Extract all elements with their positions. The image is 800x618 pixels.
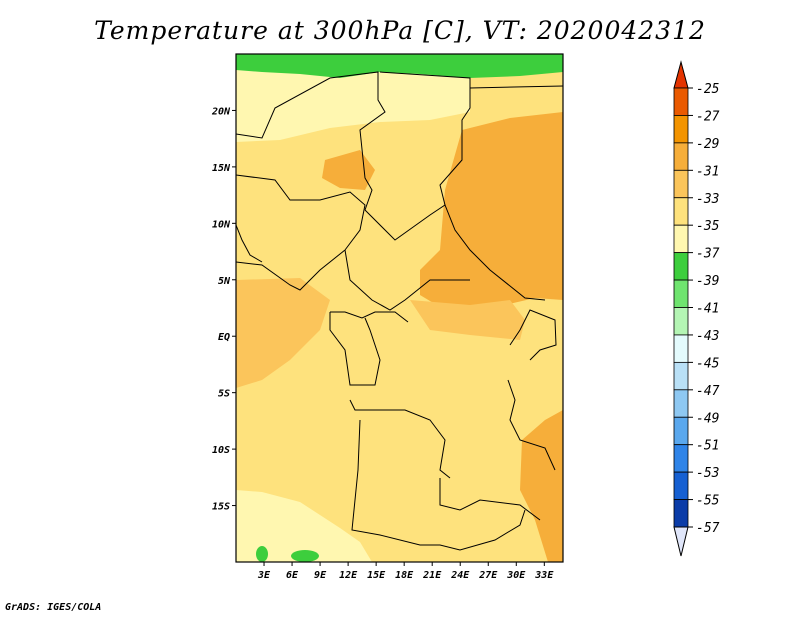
colorbar: -25 -27 -29 -31 -33 -35 -37 -39 -41 -43 -45 -47 -49 -… xyxy=(673,60,720,557)
colorbar-swatch xyxy=(673,87,689,116)
lon-tick-label: 18E xyxy=(395,570,414,581)
lon-tick-label: 27E xyxy=(478,570,498,581)
colorbar-label: -31 xyxy=(696,164,719,179)
colorbar-label: -39 xyxy=(696,274,719,289)
lon-tick-label: 9E xyxy=(314,570,327,581)
field-green-south-2 xyxy=(291,550,319,562)
colorbar-label: -35 xyxy=(696,219,720,234)
country-borders xyxy=(236,71,563,551)
colorbar-swatch xyxy=(673,361,689,391)
lon-tick-label: 12E xyxy=(339,570,358,581)
colorbar-label: -55 xyxy=(696,494,720,509)
colorbar-swatch xyxy=(673,224,689,254)
colorbar-label: -57 xyxy=(696,521,720,536)
colorbar-swatch xyxy=(673,444,689,473)
field-pale-north xyxy=(236,70,470,142)
colorbar-swatch xyxy=(673,169,689,199)
lat-tick-label: 5N xyxy=(218,276,231,287)
colorbar-label: -27 xyxy=(696,109,720,124)
colorbar-label: -45 xyxy=(696,356,720,371)
colorbar-swatch xyxy=(673,142,689,171)
temperature-field xyxy=(236,54,563,562)
lat-tick-label: EQ xyxy=(218,332,230,343)
colorbar-label: -51 xyxy=(696,439,719,454)
colorbar-label: -47 xyxy=(696,384,720,399)
colorbar-label: -53 xyxy=(696,466,719,481)
colorbar-swatch xyxy=(673,252,689,281)
field-warm-east xyxy=(420,112,563,320)
field-pale-south xyxy=(236,490,372,562)
map-frame xyxy=(235,53,564,563)
longitude-axis: 3E 6E 9E 12E 15E 18E 21E 24E 27E 30E 33E xyxy=(257,562,554,581)
lat-tick-label: 5S xyxy=(218,389,230,400)
colorbar-label: -49 xyxy=(696,411,719,426)
lat-tick-label: 10S xyxy=(212,445,230,456)
field-green-north xyxy=(236,54,563,78)
colorbar-label: -41 xyxy=(696,302,719,317)
lon-tick-label: 3E xyxy=(257,570,271,581)
lat-tick-label: 15S xyxy=(212,502,230,513)
colorbar-swatch xyxy=(673,115,689,144)
colorbar-swatch xyxy=(673,499,689,528)
lon-tick-label: 30E xyxy=(506,570,526,581)
colorbar-label: -29 xyxy=(696,137,719,152)
colorbar-label: -37 xyxy=(696,247,720,262)
colorbar-swatch xyxy=(673,197,689,226)
lat-tick-label: 10N xyxy=(212,219,231,230)
colorbar-swatch xyxy=(673,307,689,336)
colorbar-swatch xyxy=(673,416,689,446)
colorbar-bottom-triangle xyxy=(673,526,689,557)
latitude-axis: 20N 15N 10N 5N EQ 5S 10S 15S xyxy=(211,106,236,513)
colorbar-label: -25 xyxy=(696,82,720,97)
colorbar-top-triangle xyxy=(673,60,689,89)
field-warm-congo xyxy=(410,300,525,340)
lon-tick-label: 6E xyxy=(286,570,299,581)
lon-tick-label: 24E xyxy=(450,570,470,581)
colorbar-label: -43 xyxy=(696,329,719,344)
map-title: Temperature at 300hPa [C], VT: 202004231… xyxy=(94,16,706,45)
colorbar-swatch xyxy=(673,334,689,363)
lat-tick-label: 15N xyxy=(212,163,231,174)
field-warm-west xyxy=(236,278,330,388)
field-warm-southeast xyxy=(520,410,563,562)
field-green-south-1 xyxy=(256,546,268,562)
lon-tick-label: 15E xyxy=(367,570,386,581)
colorbar-swatch xyxy=(673,471,689,500)
lon-tick-label: 33E xyxy=(534,570,554,581)
lon-tick-label: 21E xyxy=(422,570,442,581)
colorbar-label: -33 xyxy=(696,192,719,207)
field-warm-central xyxy=(322,150,375,190)
credit-text: GrADS: IGES/COLA xyxy=(5,602,102,613)
colorbar-swatch xyxy=(673,389,689,418)
colorbar-swatch xyxy=(673,279,689,308)
lat-tick-label: 20N xyxy=(211,106,231,117)
